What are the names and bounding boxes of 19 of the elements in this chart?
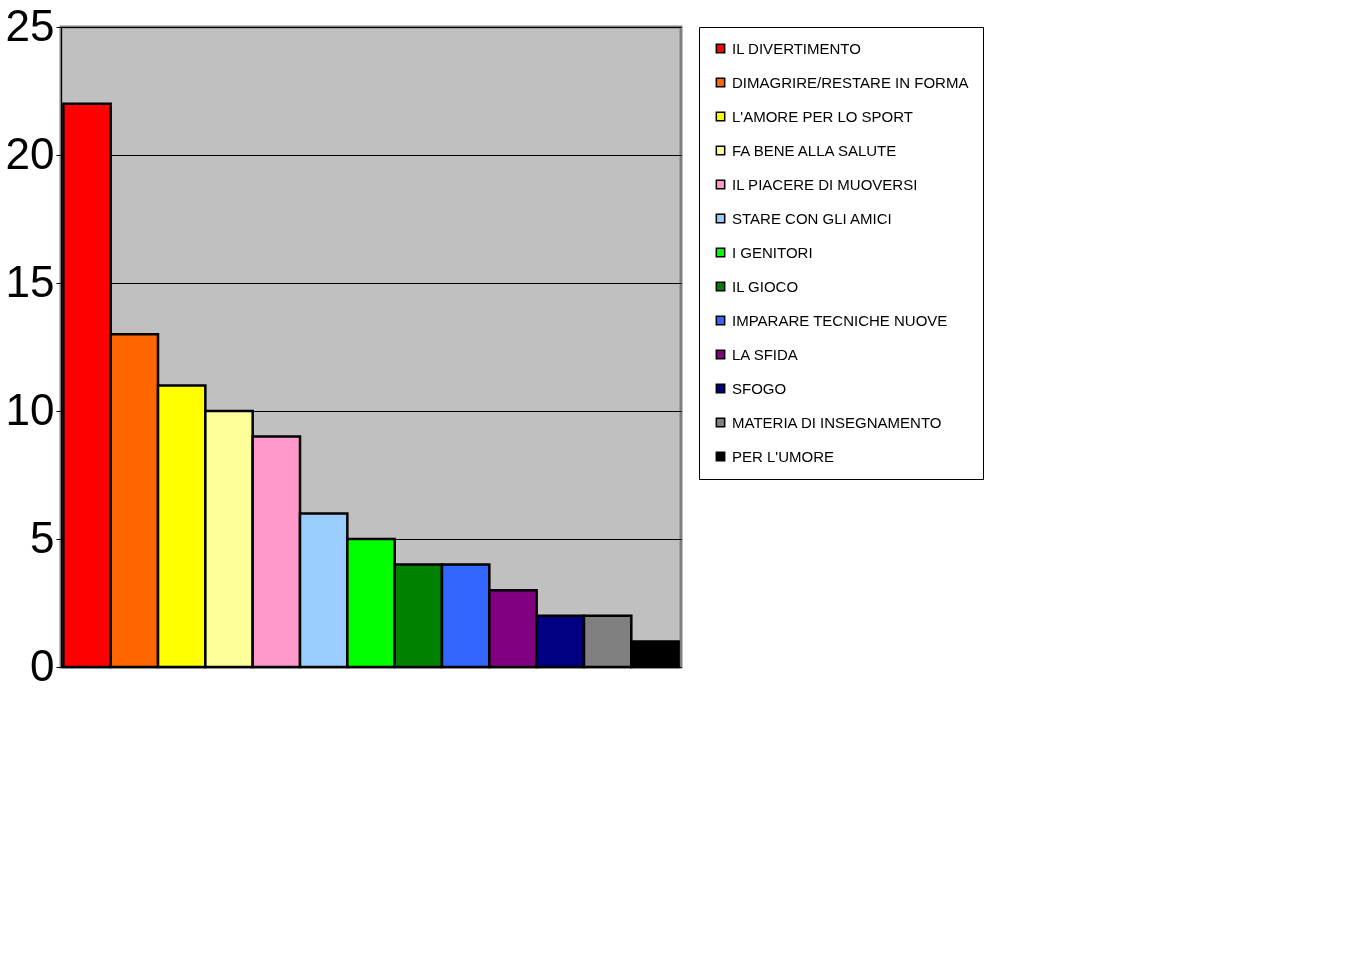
legend-label: SFOGO <box>732 379 787 397</box>
legend-label: MATERIA DI INSEGNAMENTO <box>732 413 942 431</box>
y-tick-label: 0 <box>30 640 55 690</box>
legend-label: STARE CON GLI AMICI <box>732 209 892 227</box>
legend-label: IMPARARE TECNICHE NUOVE <box>732 311 948 329</box>
legend-label: IL GIOCO <box>732 277 799 295</box>
legend-label: IL DIVERTIMENTO <box>732 39 861 57</box>
legend-label: L'AMORE PER LO SPORT <box>732 107 913 125</box>
legend-label: DIMAGRIRE/RESTARE IN FORMA <box>732 73 969 91</box>
y-tick-label: 25 <box>5 0 55 50</box>
y-tick-label: 5 <box>30 512 55 562</box>
legend-label: LA SFIDA <box>732 345 798 363</box>
legend-label: I GENITORI <box>732 243 813 261</box>
y-tick-label: 20 <box>5 128 55 178</box>
legend-label: PER L'UMORE <box>732 447 835 465</box>
legend-label: IL PIACERE DI MUOVERSI <box>732 175 918 193</box>
legend-label: FA BENE ALLA SALUTE <box>732 141 897 159</box>
y-tick-label: 10 <box>5 384 55 434</box>
y-tick-label: 15 <box>5 256 55 306</box>
